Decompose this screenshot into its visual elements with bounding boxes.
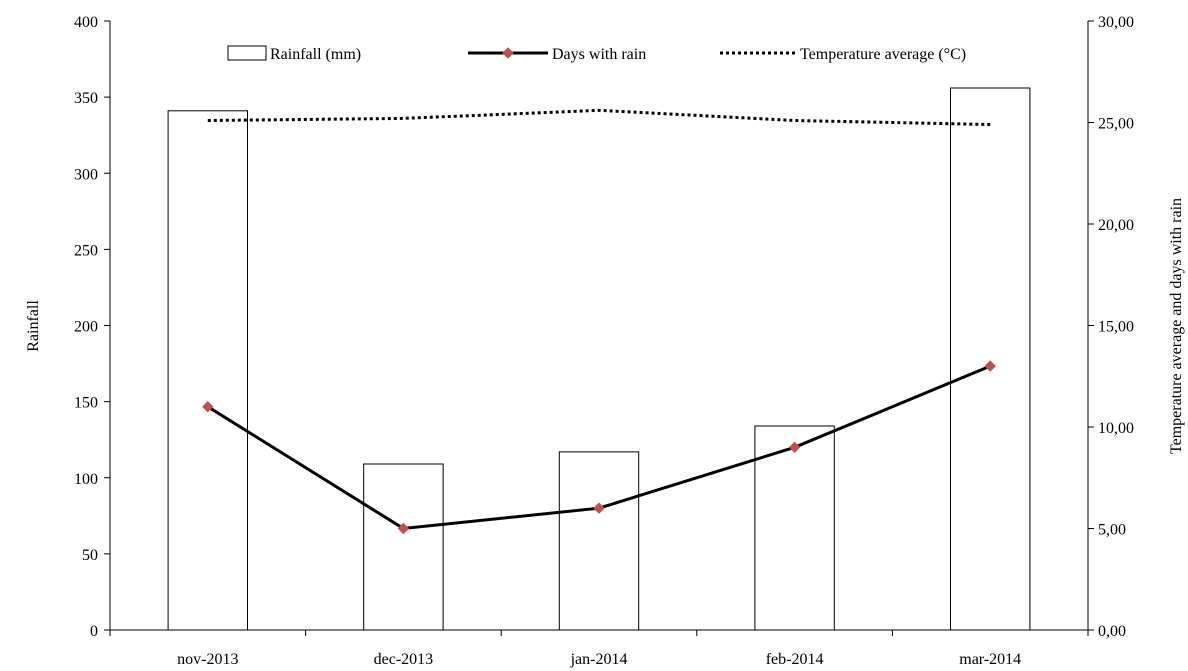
rainfall-bar-dec-2013 [363, 463, 444, 631]
legend-label-temperature: Temperature average (°C) [800, 46, 966, 63]
y-left-tick-label: 200 [74, 319, 98, 336]
x-tick-label: nov-2013 [177, 651, 238, 668]
y-left-tick-label: 150 [74, 395, 98, 412]
x-tick-label: mar-2014 [959, 651, 1021, 668]
y-right-tick-label: 5,00 [1098, 522, 1126, 539]
rainfall-bar-feb-2014 [754, 425, 835, 631]
y-right-tick-label: 30,00 [1098, 14, 1134, 31]
temperature-average-line [207, 108, 991, 126]
plot-area [167, 87, 1031, 631]
y-axis-right-title: Temperature average and days with rain [1168, 198, 1185, 454]
y-left-tick-label: 50 [82, 547, 98, 564]
y-left-tick-label: 0 [90, 623, 98, 640]
x-tick-label: feb-2014 [766, 651, 824, 668]
y-left-tick-label: 100 [74, 471, 98, 488]
axes: 0 50 100 150 200 250 300 350 400 0,00 5,00 10,00 15,… [74, 14, 1134, 668]
legend-label-rainfall: Rainfall (mm) [270, 46, 361, 63]
days-with-rain-marker-nov-2013 [202, 400, 214, 413]
rainfall-bar-jan-2014 [558, 451, 640, 631]
x-tick-label: dec-2013 [374, 651, 434, 668]
y-left-tick-label: 350 [74, 90, 98, 107]
y-right-tick-label: 15,00 [1098, 319, 1134, 336]
y-axis-left-title: Rainfall [25, 300, 42, 352]
y-left-tick-label: 250 [74, 242, 98, 259]
legend-swatch-rainfall [227, 45, 267, 61]
days-with-rain-marker-jan-2014 [593, 502, 605, 514]
legend-swatch-days-marker [502, 47, 514, 59]
y-right-tick-label: 10,00 [1098, 420, 1134, 437]
days-with-rain-marker-mar-2014 [984, 360, 996, 372]
y-left-tick-label: 300 [74, 166, 98, 183]
y-right-tick-label: 20,00 [1098, 217, 1134, 234]
legend: Rainfall (mm) Days with rain Temperature a… [227, 45, 966, 63]
days-with-rain-marker-dec-2013 [397, 522, 410, 535]
legend-label-days: Days with rain [552, 46, 646, 63]
y-left-tick-label: 400 [74, 14, 98, 31]
days-with-rain-marker-feb-2014 [788, 441, 801, 454]
rainfall-bar-nov-2013 [167, 110, 249, 631]
y-right-tick-label: 0,00 [1098, 623, 1126, 640]
x-tick-label: jan-2014 [570, 651, 628, 668]
y-right-tick-label: 25,00 [1098, 116, 1134, 133]
rainfall-bar-mar-2014 [950, 87, 1031, 631]
